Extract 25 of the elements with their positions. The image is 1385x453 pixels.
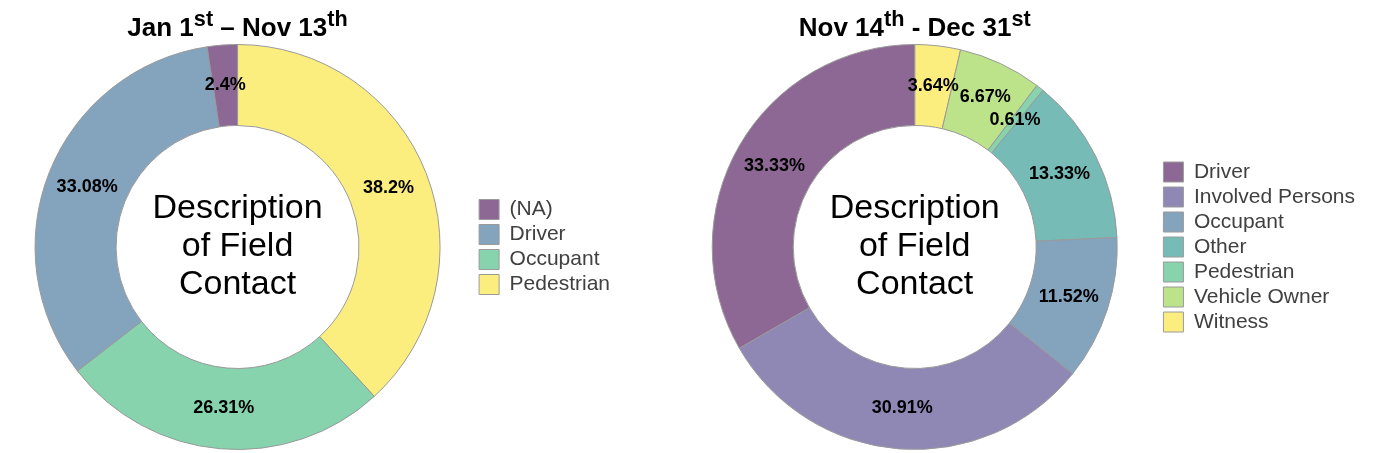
chart-title: Jan 1$^{st}$ – Nov 13$^{th}$ — [127, 6, 348, 43]
legend-label: Witness — [1193, 308, 1269, 332]
text: Description of Field Contact — [829, 187, 1000, 302]
data-label: 6.67% — [959, 85, 1011, 106]
legend-label: Driver — [509, 221, 566, 245]
text: Description of Field Contact — [152, 187, 323, 302]
data-label: 26.31% — [193, 397, 255, 418]
legend-label: Involved Persons — [1193, 183, 1355, 207]
legend-label: Pedestrian — [509, 271, 611, 295]
data-label: 33.33% — [743, 154, 805, 175]
legend-label: Occupant — [1193, 208, 1284, 232]
data-label: 11.52% — [1038, 286, 1099, 307]
legend-label: (NA) — [509, 196, 553, 220]
legend-label: Other — [1193, 233, 1247, 257]
legend-label: Vehicle Owner — [1193, 283, 1330, 307]
legend-label: Pedestrian — [1193, 258, 1295, 282]
data-label: 38.2% — [363, 177, 415, 198]
legend-label: Driver — [1193, 158, 1250, 182]
data-label: 30.91% — [871, 397, 933, 418]
data-label: 13.33% — [1028, 163, 1090, 184]
chart-title: Nov 14$^{th}$ - Dec 31$^{st}$ — [798, 6, 1031, 43]
data-label: 0.61% — [989, 108, 1041, 129]
legend-label: Occupant — [509, 246, 600, 270]
data-label: 3.64% — [907, 75, 959, 96]
data-label: 33.08% — [56, 175, 118, 196]
